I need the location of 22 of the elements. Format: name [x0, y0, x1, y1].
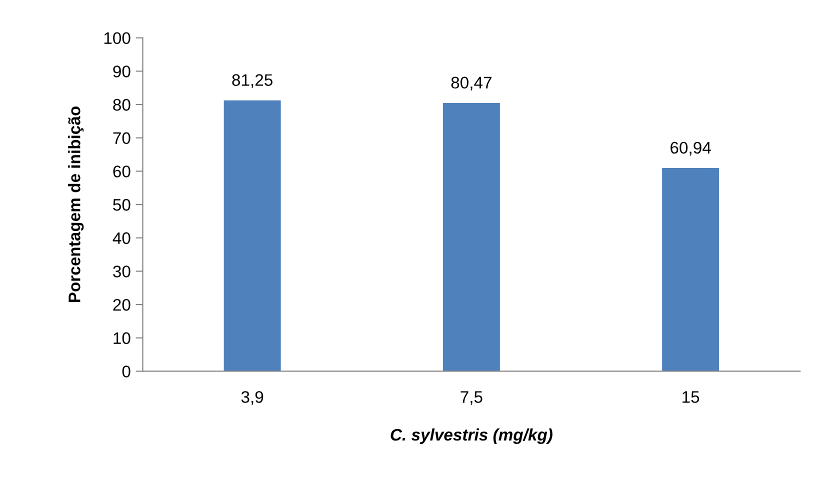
- x-tick-label: 15: [682, 391, 700, 403]
- y-tick-label: 30: [113, 266, 130, 278]
- y-axis-title: Porcentagem de inibição: [68, 106, 84, 302]
- bar: [224, 100, 281, 372]
- y-tick-label: 0: [122, 366, 130, 378]
- y-tick-label: 60: [113, 166, 130, 178]
- y-tick-label: 80: [113, 98, 130, 111]
- y-tick-label: 40: [112, 232, 130, 244]
- y-tick-label: 90: [113, 66, 130, 78]
- y-tick-label: 20: [113, 298, 130, 311]
- y-tick-label: 50: [113, 198, 130, 211]
- data-label: 80,47: [451, 76, 492, 91]
- y-tick-label: 70: [113, 132, 130, 144]
- x-tick-label: 7,5: [460, 391, 482, 405]
- data-label: 60,94: [670, 142, 711, 156]
- bar: [442, 102, 500, 372]
- y-tick-label: 100: [104, 32, 130, 44]
- data-label: 81,25: [232, 74, 272, 88]
- y-tick-label: 10: [114, 332, 130, 344]
- x-axis-title: C. sylvestris (mg/kg): [390, 428, 552, 444]
- bar: [662, 168, 720, 372]
- x-tick-label: 3,9: [241, 391, 264, 405]
